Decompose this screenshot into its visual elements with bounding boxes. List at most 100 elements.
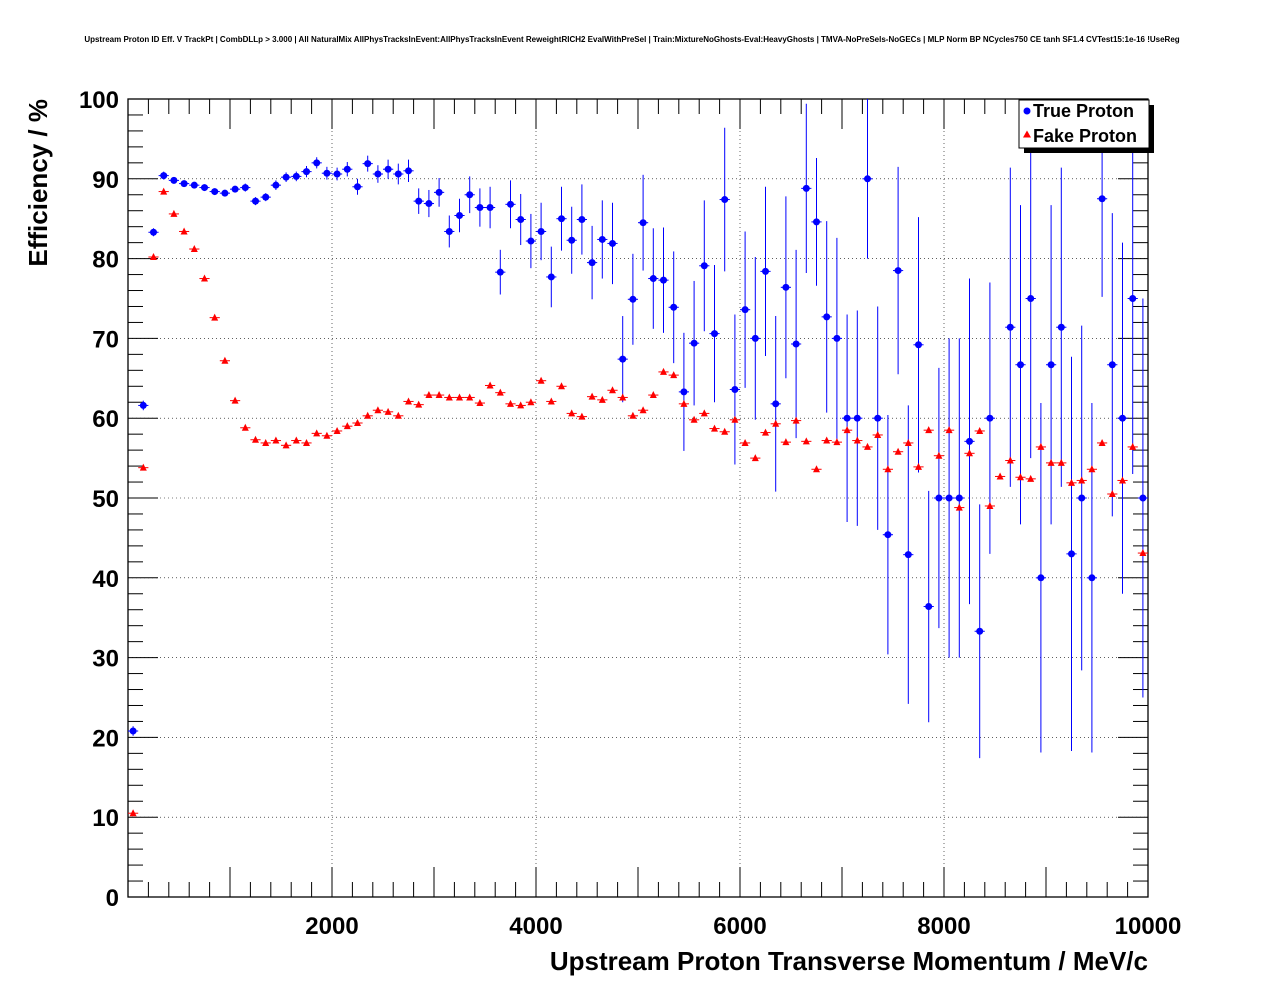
data-point bbox=[466, 191, 474, 199]
data-point bbox=[547, 273, 555, 281]
data-point bbox=[833, 334, 841, 342]
data-point bbox=[649, 391, 657, 399]
data-point bbox=[639, 406, 647, 414]
data-point bbox=[782, 438, 790, 446]
data-point bbox=[568, 236, 576, 244]
data-point bbox=[588, 392, 596, 400]
data-point bbox=[976, 627, 984, 635]
y-tick-label: 0 bbox=[106, 885, 119, 912]
data-point bbox=[272, 181, 280, 189]
data-point bbox=[201, 274, 208, 282]
data-point bbox=[343, 422, 351, 430]
data-point bbox=[160, 187, 168, 195]
legend-true-proton-label: True Proton bbox=[1033, 101, 1134, 121]
data-point bbox=[139, 401, 147, 409]
data-point bbox=[619, 393, 627, 401]
y-tick-label: 40 bbox=[92, 566, 119, 593]
data-point bbox=[853, 414, 861, 422]
data-point bbox=[527, 398, 535, 406]
data-point bbox=[354, 183, 361, 191]
data-point bbox=[598, 395, 606, 403]
data-point bbox=[578, 412, 586, 420]
data-point bbox=[1108, 490, 1116, 498]
data-point bbox=[945, 494, 953, 502]
data-point bbox=[660, 276, 667, 284]
data-point bbox=[915, 462, 922, 470]
data-point bbox=[731, 385, 739, 393]
data-point bbox=[894, 447, 902, 455]
data-point bbox=[496, 388, 504, 396]
data-point bbox=[670, 303, 678, 311]
data-point bbox=[711, 424, 718, 432]
data-point bbox=[955, 494, 963, 502]
data-point bbox=[221, 356, 229, 364]
data-point bbox=[139, 463, 147, 471]
data-point bbox=[313, 159, 321, 167]
data-point bbox=[833, 438, 841, 446]
data-point bbox=[262, 193, 270, 201]
data-point bbox=[629, 295, 637, 303]
y-tick-label: 10 bbox=[92, 805, 119, 832]
data-point bbox=[1057, 458, 1065, 466]
data-point bbox=[568, 409, 576, 417]
data-point bbox=[1027, 474, 1035, 482]
data-point bbox=[721, 196, 729, 204]
data-point bbox=[558, 215, 565, 223]
data-point bbox=[1078, 476, 1086, 484]
data-point bbox=[252, 197, 259, 205]
data-point bbox=[1119, 414, 1126, 422]
data-point bbox=[456, 393, 463, 401]
data-point bbox=[813, 218, 820, 226]
data-point bbox=[364, 160, 372, 168]
y-tick-label: 30 bbox=[92, 646, 119, 673]
y-tick-label: 20 bbox=[92, 725, 119, 752]
data-point bbox=[772, 419, 780, 427]
data-point bbox=[894, 267, 902, 275]
data-point bbox=[129, 809, 137, 817]
data-point bbox=[537, 227, 545, 235]
data-point bbox=[915, 341, 922, 349]
data-point bbox=[252, 435, 259, 443]
data-point bbox=[823, 436, 831, 444]
data-point bbox=[762, 428, 769, 436]
data-point bbox=[303, 168, 310, 176]
x-tick-label: 6000 bbox=[713, 913, 766, 940]
data-point bbox=[598, 235, 606, 243]
data-point bbox=[1129, 442, 1137, 450]
data-point bbox=[629, 411, 637, 419]
data-point bbox=[1098, 438, 1106, 446]
data-point bbox=[170, 176, 178, 184]
y-tick-labels: 0 10 20 30 40 50 60 70 80 90 100 bbox=[79, 87, 119, 912]
data-point bbox=[282, 173, 290, 181]
data-point bbox=[762, 267, 769, 275]
data-point bbox=[150, 253, 157, 261]
data-point bbox=[1047, 361, 1055, 369]
y-tick-label: 50 bbox=[92, 486, 119, 513]
data-point bbox=[323, 431, 331, 439]
data-point bbox=[211, 188, 219, 196]
data-point bbox=[1098, 195, 1106, 203]
data-point bbox=[211, 313, 219, 321]
data-point bbox=[343, 165, 351, 173]
y-tick-label: 80 bbox=[92, 247, 119, 274]
data-point bbox=[180, 227, 188, 235]
data-point bbox=[1017, 361, 1024, 369]
data-point bbox=[394, 170, 402, 178]
data-point bbox=[435, 391, 443, 399]
data-point bbox=[1119, 476, 1126, 484]
data-point bbox=[996, 472, 1004, 480]
data-point bbox=[517, 215, 525, 223]
data-point bbox=[486, 204, 494, 212]
data-point bbox=[792, 416, 800, 424]
data-point bbox=[609, 239, 616, 247]
legend-box bbox=[1018, 99, 1150, 149]
data-point bbox=[1139, 494, 1147, 502]
data-point bbox=[221, 189, 229, 197]
data-point bbox=[884, 465, 892, 473]
data-point bbox=[1006, 323, 1014, 331]
data-point bbox=[476, 399, 484, 407]
data-point bbox=[405, 397, 412, 405]
x-tick-label: 10000 bbox=[1115, 913, 1182, 940]
data-point bbox=[333, 170, 341, 178]
